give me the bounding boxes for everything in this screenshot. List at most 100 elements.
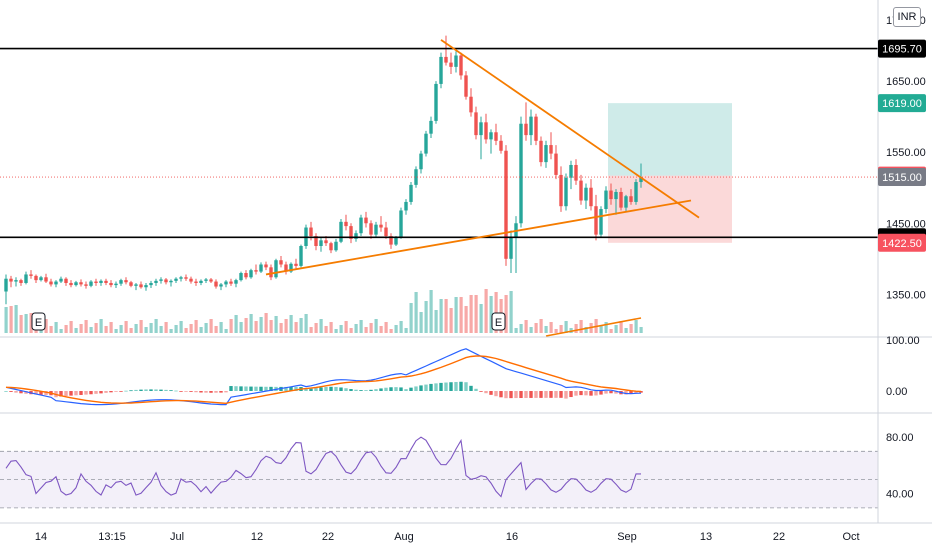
resistance-trendline[interactable] <box>440 39 700 219</box>
price-tag[interactable]: 1619.00 <box>878 94 926 113</box>
candle[interactable] <box>79 279 83 287</box>
candle[interactable] <box>99 279 103 286</box>
candle[interactable] <box>554 145 558 180</box>
earnings-marker[interactable]: E <box>491 312 506 331</box>
candle[interactable] <box>164 277 168 285</box>
candle[interactable] <box>114 281 118 288</box>
candle[interactable] <box>204 277 208 283</box>
candle[interactable] <box>84 281 88 289</box>
candle[interactable] <box>154 278 158 286</box>
candle[interactable] <box>364 211 368 228</box>
candle[interactable] <box>219 282 223 291</box>
candle[interactable] <box>229 278 233 286</box>
candle[interactable] <box>464 71 468 100</box>
candle[interactable] <box>244 270 248 280</box>
candle[interactable] <box>379 216 383 232</box>
candle[interactable] <box>484 113 488 144</box>
candle[interactable] <box>34 274 38 283</box>
candle[interactable] <box>249 268 253 279</box>
candle[interactable] <box>259 262 263 274</box>
candle[interactable] <box>439 52 443 89</box>
candle[interactable] <box>264 261 268 271</box>
candle[interactable] <box>299 244 303 268</box>
candle[interactable] <box>344 214 348 231</box>
candle[interactable] <box>584 183 588 210</box>
candle[interactable] <box>574 159 578 185</box>
candle[interactable] <box>624 194 628 212</box>
candle[interactable] <box>314 233 318 251</box>
candle[interactable] <box>544 140 548 168</box>
candle[interactable] <box>434 81 438 124</box>
candle[interactable] <box>454 51 458 73</box>
candle[interactable] <box>144 282 148 291</box>
candle[interactable] <box>419 150 423 174</box>
macd-signal-line[interactable] <box>5 355 642 405</box>
candle[interactable] <box>254 264 258 275</box>
candle[interactable] <box>159 277 163 284</box>
candle[interactable] <box>134 282 138 291</box>
candle[interactable] <box>24 271 28 285</box>
candle[interactable] <box>149 280 153 288</box>
candle[interactable] <box>279 255 283 268</box>
candle[interactable] <box>4 274 8 305</box>
candle[interactable] <box>129 280 133 288</box>
rsi-pane[interactable] <box>0 436 878 509</box>
price-tag[interactable]: 1422.50 <box>878 233 926 252</box>
candle[interactable] <box>604 186 608 214</box>
candle[interactable] <box>19 278 23 286</box>
candle[interactable] <box>619 187 623 211</box>
candle[interactable] <box>199 279 203 286</box>
candle[interactable] <box>469 88 473 117</box>
candle[interactable] <box>384 221 388 239</box>
macd-line[interactable] <box>5 348 642 406</box>
price-tag[interactable]: 1515.00 <box>878 168 926 187</box>
candle[interactable] <box>104 278 108 286</box>
candle[interactable] <box>269 264 273 281</box>
candle[interactable] <box>119 278 123 286</box>
candle[interactable] <box>459 52 463 80</box>
candle[interactable] <box>494 123 498 146</box>
candle[interactable] <box>639 163 643 188</box>
candle[interactable] <box>54 280 58 288</box>
candle[interactable] <box>64 277 68 286</box>
candle[interactable] <box>139 281 143 289</box>
candle[interactable] <box>44 273 48 283</box>
candle[interactable] <box>224 280 228 288</box>
candle[interactable] <box>634 179 638 205</box>
candle[interactable] <box>404 199 408 215</box>
candle[interactable] <box>94 278 98 286</box>
candle[interactable] <box>609 183 613 205</box>
candle[interactable] <box>499 135 503 154</box>
candle[interactable] <box>9 275 13 288</box>
candle[interactable] <box>399 207 403 239</box>
candle[interactable] <box>359 214 363 237</box>
candle[interactable] <box>414 166 418 188</box>
candle[interactable] <box>389 233 393 249</box>
candle[interactable] <box>374 221 378 238</box>
candle[interactable] <box>489 129 493 154</box>
stop-zone[interactable] <box>608 175 732 243</box>
candle[interactable] <box>194 278 198 286</box>
candle[interactable] <box>449 52 453 74</box>
candle[interactable] <box>409 182 413 205</box>
candle[interactable] <box>529 109 533 146</box>
candle[interactable] <box>184 274 188 281</box>
candle[interactable] <box>614 189 618 215</box>
candle[interactable] <box>209 277 213 283</box>
candle[interactable] <box>534 113 538 146</box>
candle[interactable] <box>69 280 73 288</box>
candle[interactable] <box>124 277 128 285</box>
candle[interactable] <box>504 145 508 266</box>
candle[interactable] <box>444 35 448 66</box>
candle[interactable] <box>629 189 633 205</box>
candle[interactable] <box>334 238 338 252</box>
currency-badge[interactable]: INR <box>893 7 921 27</box>
candle[interactable] <box>214 279 218 289</box>
candle[interactable] <box>109 280 113 288</box>
candle[interactable] <box>349 223 353 244</box>
candle[interactable] <box>429 116 433 138</box>
candle[interactable] <box>29 270 33 279</box>
support-trendline[interactable] <box>265 199 692 276</box>
